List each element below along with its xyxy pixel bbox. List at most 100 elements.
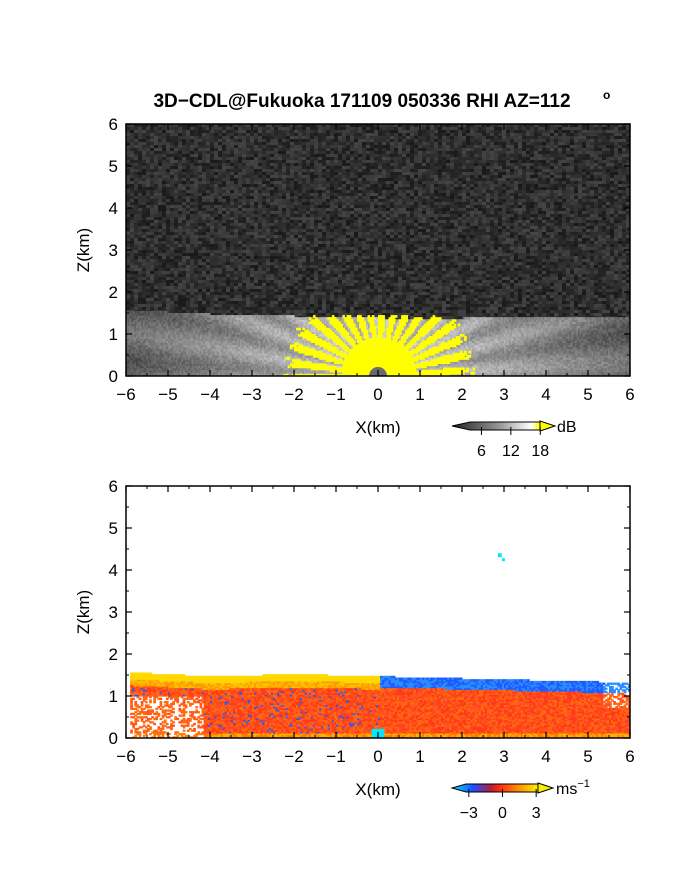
noise-cell: [262, 148, 266, 151]
noise-cell: [286, 130, 290, 133]
noise-cell: [202, 262, 206, 265]
noise-cell: [326, 277, 330, 280]
noise-cell: [206, 190, 210, 193]
noise-cell: [202, 226, 206, 229]
noise-cell: [270, 124, 274, 127]
noise-cell: [278, 310, 282, 313]
noise-cell: [178, 238, 182, 241]
noise-cell: [330, 286, 334, 289]
noise-cell: [314, 307, 318, 310]
noise-cell: [254, 190, 258, 193]
noise-cell: [234, 172, 238, 175]
noise-cell: [134, 229, 138, 232]
noise-cell: [254, 244, 258, 247]
noise-cell: [310, 205, 314, 208]
noise-cell: [190, 208, 194, 211]
noise-cell: [246, 178, 250, 181]
noise-cell: [330, 172, 334, 175]
noise-cell: [310, 145, 314, 148]
noise-cell: [302, 256, 306, 259]
noise-cell: [298, 271, 302, 274]
noise-cell: [158, 226, 162, 229]
noise-cell: [154, 295, 158, 298]
noise-cell: [286, 295, 290, 298]
noise-cell: [346, 190, 350, 193]
noise-cell: [226, 187, 230, 190]
noise-cell: [134, 187, 138, 190]
noise-cell: [170, 217, 174, 220]
noise-cell: [302, 265, 306, 268]
noise-cell: [322, 199, 326, 202]
noise-cell: [322, 274, 326, 277]
noise-cell: [314, 232, 318, 235]
noise-cell: [258, 142, 262, 145]
noise-cell: [278, 175, 282, 178]
noise-cell: [314, 160, 318, 163]
noise-cell: [338, 148, 342, 151]
noise-cell: [174, 187, 178, 190]
noise-cell: [194, 259, 198, 262]
noise-cell: [262, 229, 266, 232]
noise-cell: [142, 172, 146, 175]
noise-cell: [154, 187, 158, 190]
noise-cell: [130, 226, 134, 229]
noise-cell: [158, 199, 162, 202]
noise-cell: [146, 223, 150, 226]
noise-cell: [254, 250, 258, 253]
noise-cell: [314, 190, 318, 193]
noise-cell: [330, 271, 334, 274]
noise-cell: [318, 274, 322, 277]
noise-cell: [126, 250, 130, 253]
noise-cell: [282, 139, 286, 142]
noise-cell: [130, 238, 134, 241]
noise-cell: [314, 196, 318, 199]
noise-cell: [186, 271, 190, 274]
noise-cell: [222, 148, 226, 151]
noise-cell: [250, 148, 254, 151]
noise-cell: [354, 226, 358, 229]
noise-cell: [198, 151, 202, 154]
noise-cell: [150, 229, 154, 232]
noise-cell: [286, 274, 290, 277]
noise-cell: [274, 139, 278, 142]
noise-cell: [202, 163, 206, 166]
noise-cell: [278, 202, 282, 205]
noise-cell: [186, 283, 190, 286]
noise-cell: [166, 226, 170, 229]
noise-cell: [322, 190, 326, 193]
noise-cell: [250, 253, 254, 256]
noise-cell: [354, 289, 358, 292]
noise-cell: [214, 145, 218, 148]
noise-cell: [222, 187, 226, 190]
noise-cell: [170, 151, 174, 154]
noise-cell: [230, 148, 234, 151]
noise-cell: [202, 217, 206, 220]
noise-cell: [330, 199, 334, 202]
noise-cell: [158, 205, 162, 208]
noise-cell: [186, 304, 190, 307]
noise-cell: [254, 205, 258, 208]
noise-cell: [138, 190, 142, 193]
noise-cell: [186, 202, 190, 205]
noise-cell: [226, 280, 230, 283]
noise-cell: [206, 187, 210, 190]
noise-cell: [214, 259, 218, 262]
noise-cell: [210, 211, 214, 214]
noise-cell: [330, 130, 334, 133]
noise-cell: [126, 307, 130, 310]
noise-cell: [146, 217, 150, 220]
noise-cell: [158, 124, 162, 127]
noise-cell: [270, 163, 274, 166]
noise-cell: [286, 211, 290, 214]
noise-cell: [198, 202, 202, 205]
noise-cell: [318, 169, 322, 172]
noise-cell: [246, 193, 250, 196]
noise-cell: [242, 169, 246, 172]
noise-cell: [302, 127, 306, 130]
noise-cell: [134, 199, 138, 202]
noise-cell: [242, 133, 246, 136]
noise-cell: [270, 205, 274, 208]
noise-cell: [154, 280, 158, 283]
noise-cell: [158, 154, 162, 157]
noise-cell: [258, 181, 262, 184]
